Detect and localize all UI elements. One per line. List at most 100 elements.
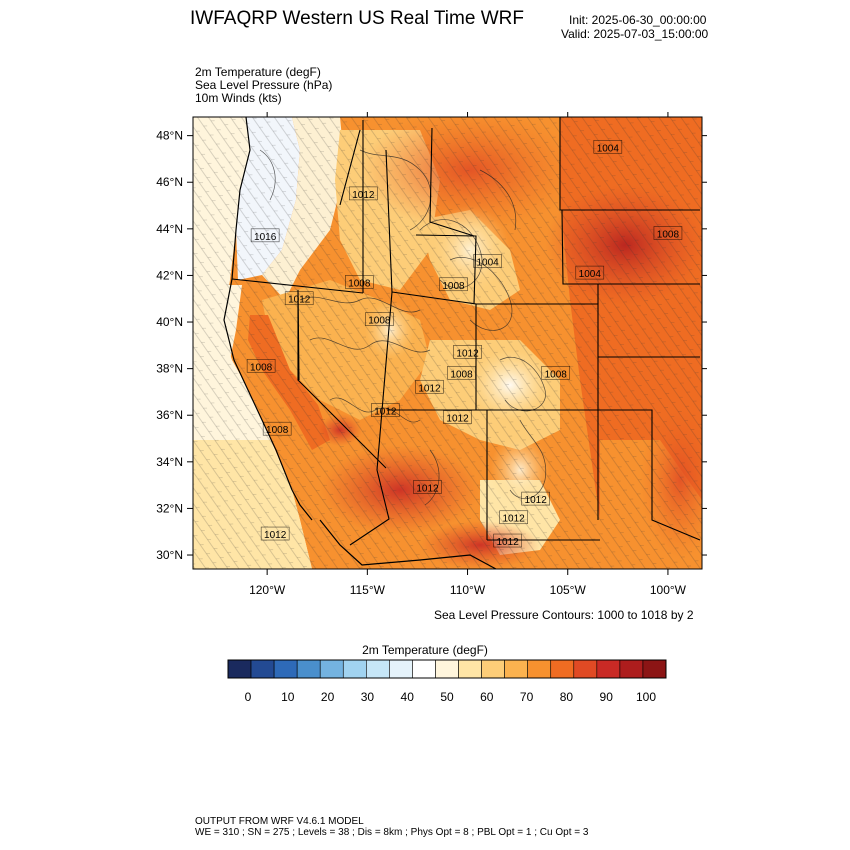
lat-tick-label: 46°N (156, 175, 183, 189)
pressure-label-text: 1012 (264, 530, 287, 541)
pressure-label: 1012 (493, 533, 522, 548)
colorbar-tick-label: 100 (636, 690, 656, 704)
pressure-label-text: 1012 (503, 514, 526, 525)
pressure-label-box (246, 358, 276, 373)
pressure-label-box (575, 265, 605, 280)
pressure-label-box (345, 275, 374, 289)
colorbar-tick-label: 80 (560, 690, 574, 704)
pressure-label-box (365, 312, 394, 327)
pressure-label-box (349, 186, 378, 201)
pressure-label: 1012 (413, 480, 442, 494)
colorbar-swatch (250, 659, 275, 679)
colorbar-tick-label: 40 (401, 690, 415, 704)
pressure-label-text: 1012 (446, 414, 469, 425)
pressure-label-box (371, 403, 400, 417)
colorbar-swatch (596, 659, 621, 679)
pressure-labels: 1004 1012 1016 1008 1004 1004 1008 1008 1012 1008… (246, 139, 683, 548)
field-label-winds: 10m Winds (kts) (195, 91, 282, 105)
pressure-label-text: 1012 (525, 495, 548, 506)
colorbar-swatch (389, 659, 413, 679)
pressure-label-box (473, 254, 502, 268)
pressure-label-box (284, 291, 314, 306)
colorbar-swatch (319, 659, 344, 679)
latitude-axis: 30°N 32°N 34°N 36°N 38°N 40°N 42°N 44°N 46°N 48°N (156, 129, 707, 562)
pressure-label-box (453, 345, 482, 359)
pressure-label-text: 1012 (418, 383, 441, 394)
colorbar-tick-label: 30 (361, 690, 375, 704)
pressure-label: 1004 (575, 265, 605, 280)
model-info: OUTPUT FROM WRF V4.6.1 MODEL (195, 816, 364, 827)
pressure-label: 1004 (473, 254, 502, 268)
pressure-label: 1012 (260, 526, 290, 541)
pressure-label-text: 1012 (352, 190, 375, 201)
colorbar-tick-label: 60 (480, 690, 494, 704)
pressure-label-box (493, 533, 522, 548)
lat-tick-label: 32°N (156, 501, 183, 515)
lon-tick-label: 110°W (450, 583, 486, 597)
pressure-label-box (593, 139, 623, 154)
pressure-label: 1008 (365, 312, 394, 327)
pressure-label: 1016 (250, 228, 280, 243)
colorbar-tick-label: 0 (245, 690, 252, 704)
colorbar-swatch (504, 659, 528, 679)
pressure-label: 1008 (345, 275, 374, 289)
pressure-label-text: 1008 (266, 425, 289, 436)
colorbar-swatch (550, 659, 575, 679)
colorbar-swatch (458, 659, 482, 679)
field-label-pressure: Sea Level Pressure (hPa) (195, 78, 333, 92)
pressure-label-text: 1008 (348, 278, 371, 289)
pressure-label: 1008 (246, 358, 276, 373)
colorbar-swatch (619, 659, 644, 679)
pressure-label: 1008 (447, 365, 476, 380)
pressure-label-box (260, 526, 290, 541)
pressure-label: 1008 (541, 365, 571, 380)
pressure-label-text: 1012 (416, 483, 439, 494)
pressure-label-box (521, 491, 550, 506)
temperature-colorbar: 0 10 20 30 40 50 60 70 80 90 100 (227, 659, 667, 704)
pressure-label: 1008 (439, 277, 468, 292)
lon-tick-label: 105°W (550, 583, 587, 597)
map-frame (192, 116, 703, 570)
lat-tick-label: 40°N (156, 315, 183, 329)
colorbar-tick-label: 10 (281, 690, 295, 704)
pressure-label-text: 1012 (374, 407, 397, 418)
pressure-label-text: 1016 (254, 232, 277, 243)
pressure-label-box (439, 277, 468, 292)
pressure-label-text: 1004 (579, 269, 602, 280)
pressure-label: 1008 (262, 421, 292, 436)
pressure-label-text: 1008 (450, 369, 473, 380)
pressure-label: 1012 (521, 491, 550, 506)
pressure-label-box (413, 480, 442, 494)
field-label-temperature: 2m Temperature (degF) (195, 65, 321, 79)
lat-tick-label: 30°N (156, 548, 183, 562)
colorbar-frame (227, 659, 667, 679)
pressure-label-box (262, 421, 292, 436)
lon-tick-label: 100°W (650, 583, 687, 597)
colorbar-tick-label: 70 (520, 690, 534, 704)
pressure-label: 1004 (593, 139, 623, 154)
temperature-field (193, 117, 702, 569)
pressure-label-text: 1012 (288, 295, 311, 306)
slp-contour-note: Sea Level Pressure Contours: 1000 to 101… (434, 608, 694, 622)
pressure-label: 1012 (453, 345, 482, 359)
state-borders (231, 117, 701, 546)
colorbar-swatch (573, 659, 598, 679)
pressure-label-box (653, 226, 683, 240)
colorbar-swatch (527, 659, 552, 679)
pressure-label-text: 1004 (597, 143, 620, 154)
pressure-label: 1012 (443, 410, 472, 425)
colorbar-swatch (296, 659, 321, 679)
colorbar-tick-label: 90 (600, 690, 614, 704)
pressure-label-text: 1008 (250, 362, 273, 373)
colorbar-swatch (481, 659, 505, 679)
pressure-label-text: 1008 (442, 281, 465, 292)
pressure-label-box (250, 228, 280, 243)
pressure-label: 1012 (349, 186, 378, 201)
pressure-label: 1012 (415, 379, 444, 394)
pressure-label: 1008 (653, 226, 683, 240)
pressure-label-box (443, 410, 472, 424)
lon-tick-label: 120°W (249, 583, 286, 597)
page-title: IWFAQRP Western US Real Time WRF (190, 8, 524, 29)
pressure-label: 1012 (499, 510, 528, 525)
pressure-label-box (499, 510, 528, 525)
